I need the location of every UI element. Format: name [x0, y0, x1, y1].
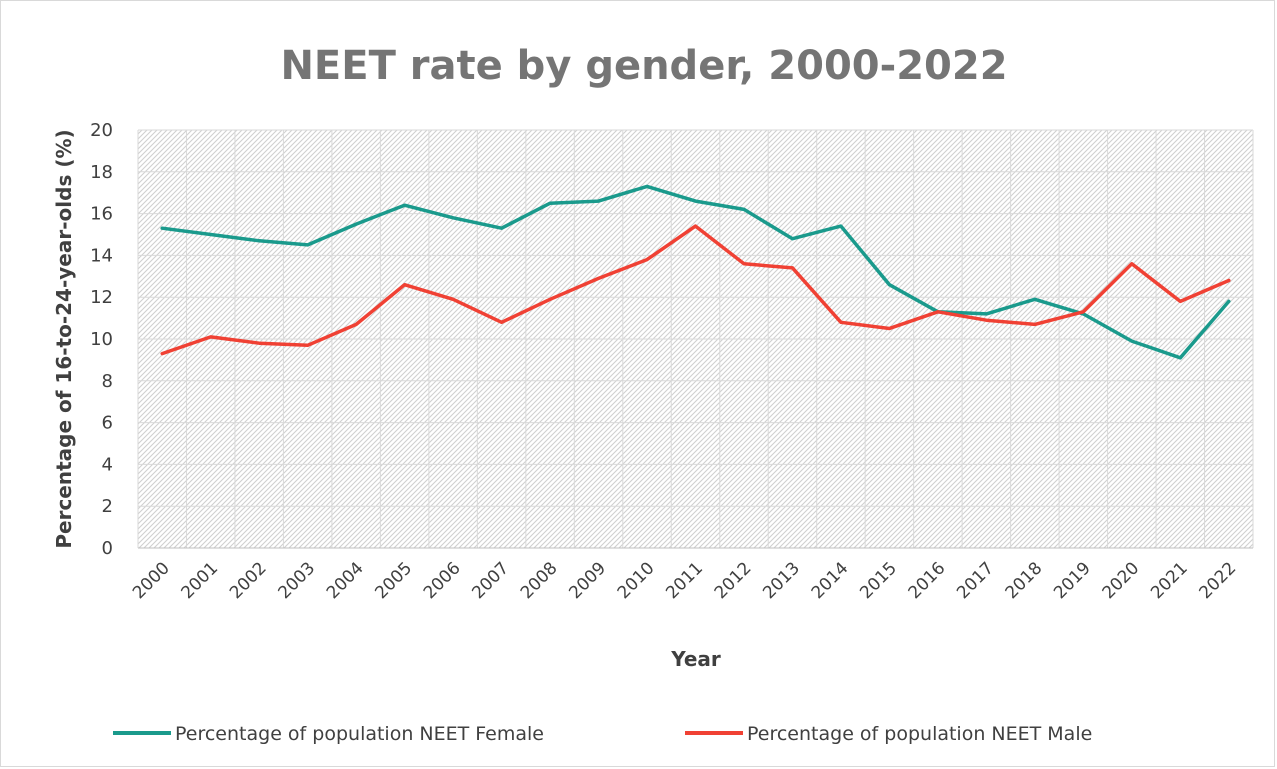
x-tick-label: 2020	[1099, 558, 1144, 603]
x-tick-label: 2016	[905, 558, 950, 603]
x-tick-label: 2018	[1002, 558, 1047, 603]
x-tick-label: 2007	[468, 558, 513, 603]
x-tick-label: 2005	[371, 558, 416, 603]
x-tick-label: 2013	[759, 558, 804, 603]
y-tick-label: 8	[102, 371, 113, 392]
x-tick-label: 2004	[323, 558, 368, 603]
y-tick-label: 0	[102, 538, 113, 559]
y-tick-label: 4	[102, 454, 113, 475]
x-tick-label: 2022	[1196, 558, 1241, 603]
legend-item-female: Percentage of population NEET Female	[113, 723, 544, 745]
grid-lines	[137, 129, 1254, 549]
x-tick-label: 2019	[1050, 558, 1095, 603]
x-tick-label: 2012	[711, 558, 756, 603]
series-group	[160, 184, 1231, 360]
series-line-male	[160, 224, 1231, 356]
y-tick-label: 16	[90, 204, 113, 225]
legend: Percentage of population NEET Female Per…	[113, 723, 1092, 745]
y-tick-label: 18	[90, 162, 113, 183]
legend-item-male: Percentage of population NEET Male	[685, 723, 1092, 745]
x-tick-label: 2008	[517, 558, 562, 603]
x-tick-label: 2014	[808, 558, 853, 603]
x-tick-label: 2003	[274, 558, 319, 603]
y-axis-ticks: 0 2 4 6 8 10 12 14 16 18 20	[90, 120, 113, 559]
x-tick-label: 2011	[662, 558, 707, 603]
legend-label-female: Percentage of population NEET Female	[175, 723, 544, 745]
x-axis-ticks: 2000 2001 2002 2003 2004 2005 2006 2007 2008 2009…	[129, 558, 1240, 603]
y-tick-label: 2	[102, 496, 113, 517]
x-tick-label: 2002	[226, 558, 271, 603]
y-tick-label: 20	[90, 120, 113, 141]
y-tick-label: 12	[90, 287, 113, 308]
y-tick-label: 10	[90, 329, 113, 350]
x-tick-label: 2015	[856, 558, 901, 603]
x-tick-label: 2017	[953, 558, 998, 603]
series-line-female	[160, 184, 1231, 360]
chart-title: NEET rate by gender, 2000-2022	[280, 43, 1007, 89]
y-tick-label: 6	[102, 413, 113, 434]
x-tick-label: 2001	[178, 558, 223, 603]
legend-label-male: Percentage of population NEET Male	[747, 723, 1092, 745]
x-tick-label: 2006	[420, 558, 465, 603]
x-tick-label: 2009	[565, 558, 610, 603]
x-axis-title: Year	[670, 647, 721, 671]
y-axis-title: Percentage of 16-to-24-year-olds (%)	[52, 129, 76, 548]
x-tick-label: 2010	[614, 558, 659, 603]
y-tick-label: 14	[90, 245, 113, 266]
x-tick-label: 2000	[129, 558, 174, 603]
x-tick-label: 2021	[1147, 558, 1192, 603]
